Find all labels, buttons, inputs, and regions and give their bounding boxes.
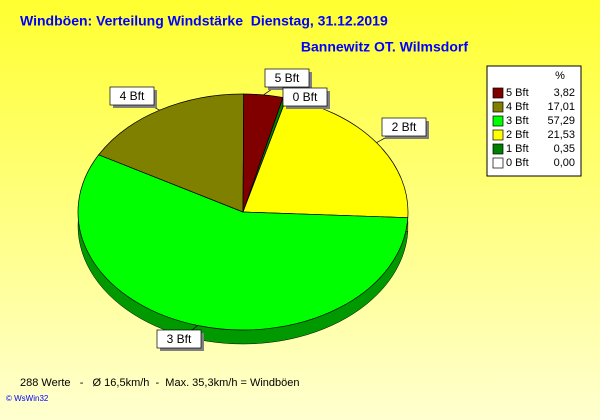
- callout-label: 3 Bft: [167, 332, 192, 346]
- callout-box: [109, 86, 155, 106]
- callout-label: 0 Bft: [293, 90, 318, 104]
- legend-value: 3,82: [554, 87, 575, 99]
- legend-swatch: [492, 157, 504, 169]
- legend-label: 3 Bft: [506, 115, 529, 127]
- legend-swatch: [492, 101, 504, 113]
- callout-box: [156, 329, 202, 349]
- legend-value: 57,29: [547, 115, 575, 127]
- footer: 288 Werte - Ø 16,5km/h - Max. 35,3km/h =…: [20, 377, 300, 389]
- chart-title: Windböen: Verteilung Windstärke Dienstag…: [20, 13, 388, 29]
- legend-value: 21,53: [547, 129, 575, 141]
- slice: [98, 93, 245, 213]
- legend-label: 4 Bft: [506, 101, 529, 113]
- legend-swatch: [492, 129, 504, 141]
- legend-label: 2 Bft: [506, 129, 529, 141]
- callout-label: 4 Bft: [120, 89, 145, 103]
- legend-swatch: [492, 143, 504, 155]
- callout-box: [381, 117, 427, 137]
- callout-label: 5 Bft: [275, 71, 300, 85]
- legend-label: 5 Bft: [506, 87, 529, 99]
- callout-box: [264, 68, 310, 88]
- copyright: © WsWin32: [6, 394, 49, 403]
- callout-box: [282, 87, 328, 107]
- legend-value: 17,01: [547, 101, 575, 113]
- legend-header: %: [555, 70, 565, 82]
- legend-label: 1 Bft: [506, 143, 529, 155]
- legend-label: 0 Bft: [506, 157, 529, 169]
- legend-swatch: [492, 115, 504, 127]
- legend-value: 0,35: [554, 143, 575, 155]
- callout-label: 2 Bft: [392, 120, 417, 134]
- chart-subtitle: Bannewitz OT. Wilmsdorf: [301, 39, 468, 55]
- legend-value: 0,00: [554, 157, 575, 169]
- legend-swatch: [492, 87, 504, 99]
